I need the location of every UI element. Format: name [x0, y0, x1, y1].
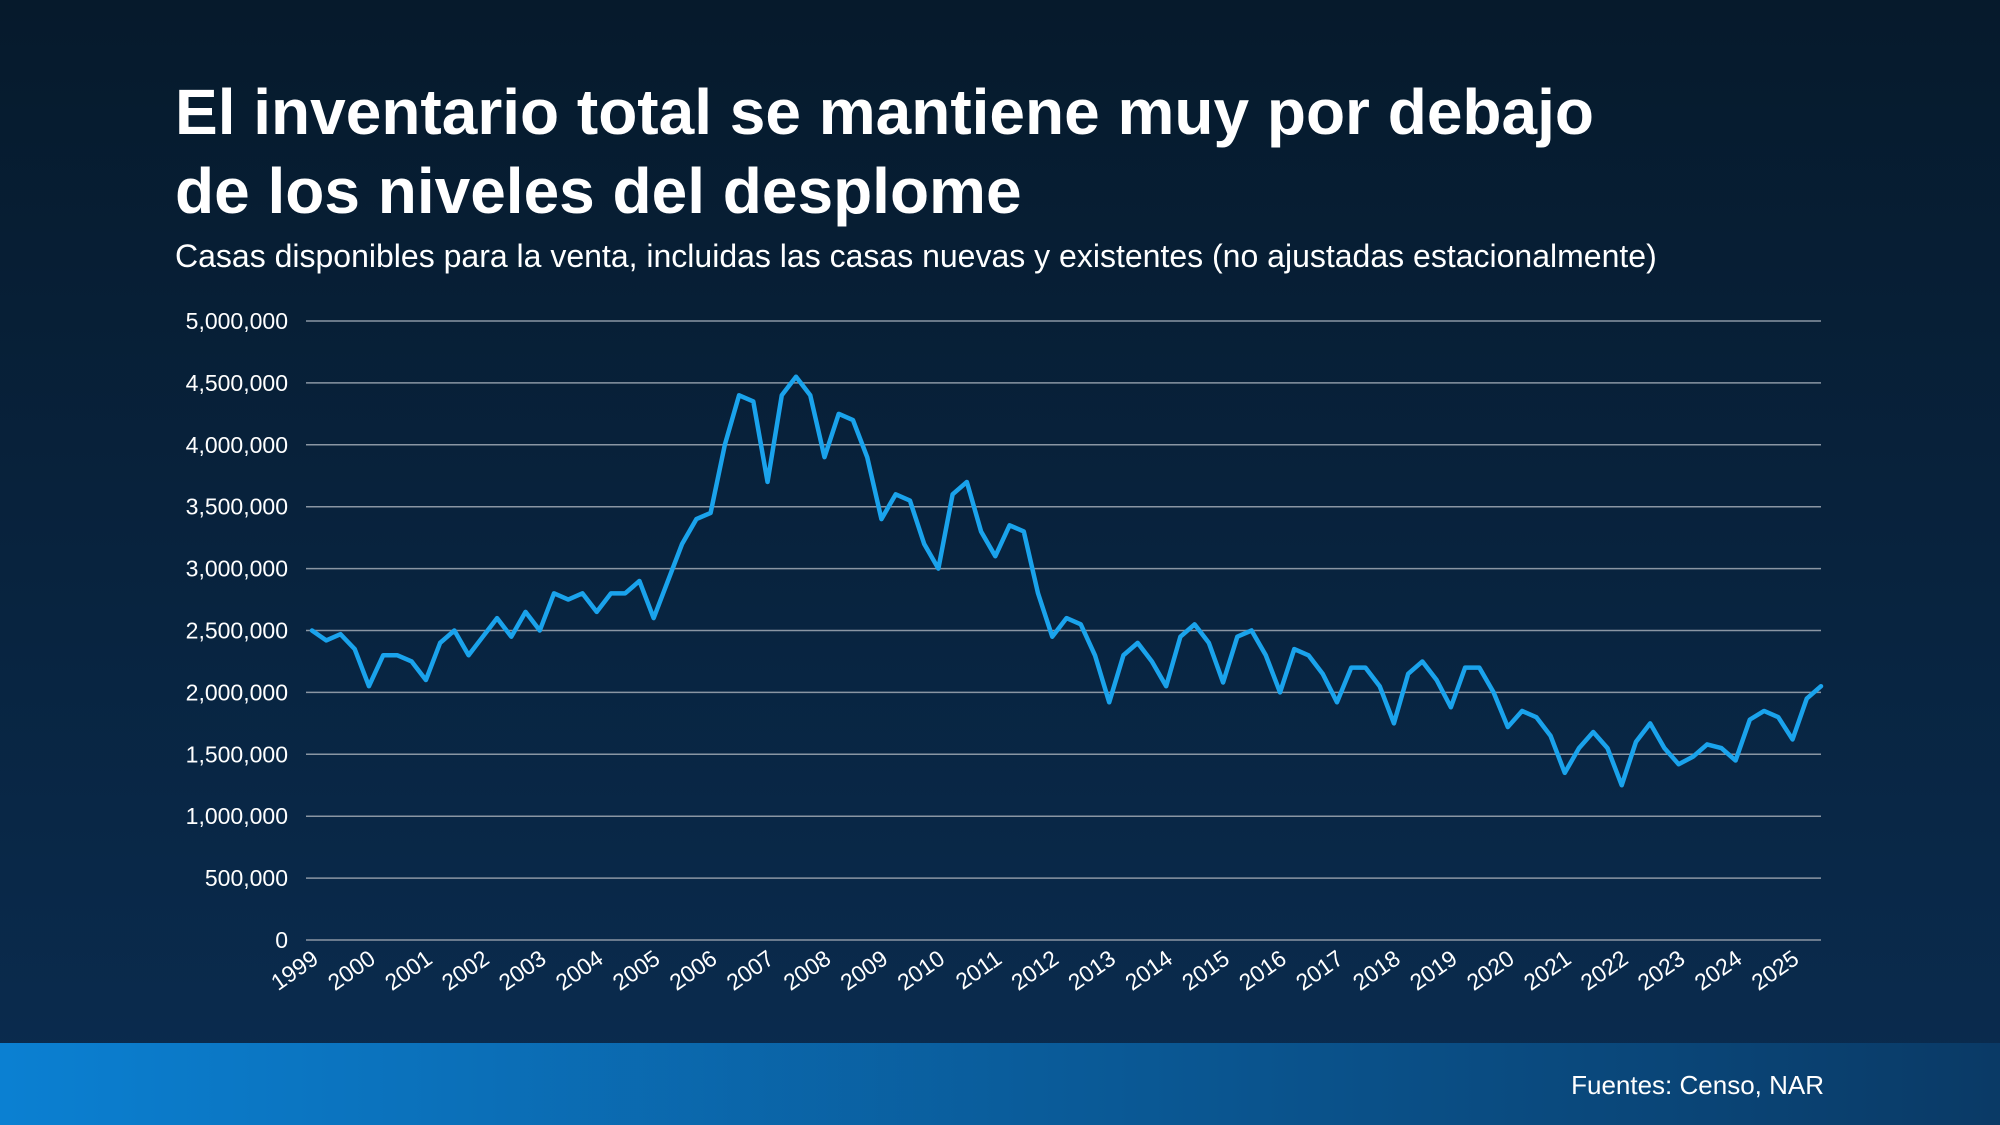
footer-band [0, 1043, 2000, 1125]
y-tick-label: 500,000 [205, 865, 288, 891]
y-tick-label: 1,000,000 [186, 803, 288, 829]
y-tick-label: 1,500,000 [186, 741, 288, 767]
chart-subtitle: Casas disponibles para la venta, incluid… [175, 238, 1657, 274]
y-tick-label: 2,500,000 [186, 618, 288, 644]
y-tick-label: 3,000,000 [186, 556, 288, 582]
data-line [309, 374, 1824, 788]
source-note: Fuentes: Censo, NAR [1571, 1070, 1824, 1100]
y-tick-label: 5,000,000 [186, 308, 288, 334]
chart-title: El inventario total se mantiene muy por … [175, 76, 1594, 148]
y-tick-label: 0 [275, 927, 288, 953]
chart-title: de los niveles del desplome [175, 155, 1022, 227]
y-tick-label: 4,000,000 [186, 432, 288, 458]
y-tick-label: 2,000,000 [186, 679, 288, 705]
y-tick-label: 4,500,000 [186, 370, 288, 396]
y-tick-label: 3,500,000 [186, 494, 288, 520]
